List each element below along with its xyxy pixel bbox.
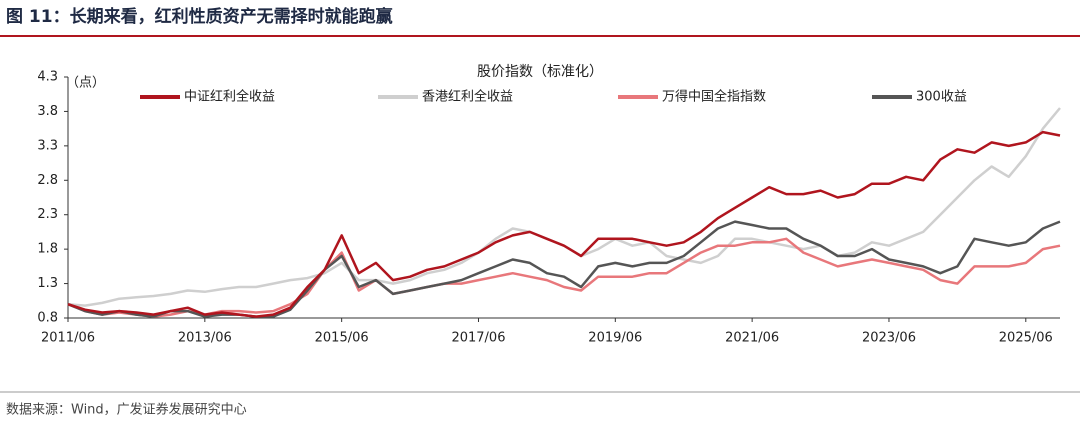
y-tick-label: 2.8 xyxy=(37,173,58,188)
y-tick-label: 4.3 xyxy=(37,70,58,85)
x-tick-label: 2021/06 xyxy=(725,331,779,346)
figure-title: 图 11：长期来看，红利性质资产无需择时就能跑赢 xyxy=(6,6,393,27)
chart-title: 股价指数（标准化） xyxy=(477,64,603,80)
x-tick-label: 2011/06 xyxy=(41,331,95,346)
series-line xyxy=(67,130,1061,318)
y-tick-label: 1.3 xyxy=(37,276,58,291)
y-unit: （点） xyxy=(66,76,105,91)
legend-label: 香港红利全收益 xyxy=(422,89,513,105)
x-tick-label: 2025/06 xyxy=(999,331,1053,346)
y-tick-label: 2.3 xyxy=(37,207,58,222)
x-tick-label: 2023/06 xyxy=(862,331,916,346)
y-tick-label: 0.8 xyxy=(37,311,58,326)
y-tick-label: 3.3 xyxy=(37,138,58,153)
source: 数据来源：Wind，广发证券发展研究中心 xyxy=(6,402,247,418)
x-tick-label: 2019/06 xyxy=(588,331,642,346)
x-tick-label: 2017/06 xyxy=(451,331,505,346)
x-tick-label: 2015/06 xyxy=(315,331,369,346)
y-tick-label: 1.8 xyxy=(37,242,58,257)
y-tick-label: 3.8 xyxy=(37,104,58,119)
series-line xyxy=(67,237,1061,318)
legend-label: 300收益 xyxy=(916,90,967,105)
x-tick-label: 2013/06 xyxy=(178,331,232,346)
legend-label: 中证红利全收益 xyxy=(184,89,275,105)
legend-label: 万得中国全指指数 xyxy=(662,89,766,105)
